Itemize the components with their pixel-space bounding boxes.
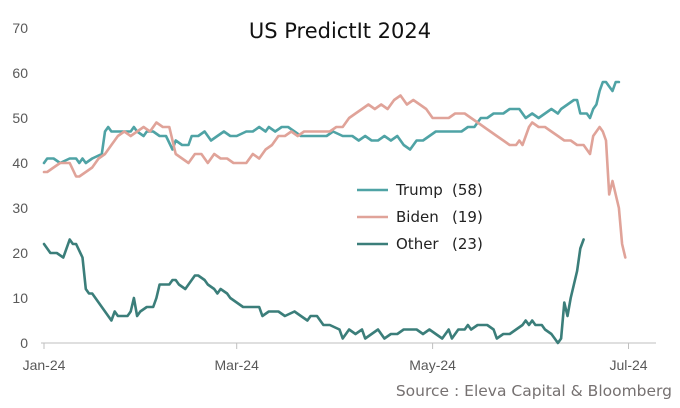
x-tick-label: May-24 <box>409 357 456 373</box>
y-axis: 0 10 20 30 40 50 60 70 <box>12 20 28 351</box>
y-tick-label: 40 <box>12 155 28 171</box>
source-note: Source : Eleva Capital & Bloomberg <box>396 382 672 400</box>
x-axis: Jan-24 Mar-24 May-24 Jul-24 <box>23 357 648 373</box>
series-line-other <box>42 238 585 345</box>
series-line-biden <box>42 94 627 259</box>
legend-value-other: (23) <box>452 235 483 253</box>
x-tick-label: Jan-24 <box>23 357 66 373</box>
x-tick-label: Mar-24 <box>215 357 260 373</box>
legend-label-other: Other <box>396 235 439 253</box>
chart-title: US PredictIt 2024 <box>249 19 431 43</box>
y-tick-label: 0 <box>20 335 28 351</box>
y-tick-label: 70 <box>12 20 28 36</box>
series-lines <box>42 80 627 345</box>
y-tick-label: 20 <box>12 245 28 261</box>
x-tick-label: Jul-24 <box>609 357 647 373</box>
series-line-trump <box>42 80 621 165</box>
legend: Trump (58) Biden (19) Other (23) <box>357 181 483 253</box>
y-tick-label: 30 <box>12 200 28 216</box>
legend-label-trump: Trump <box>395 181 443 199</box>
x-tick-marks <box>43 343 630 349</box>
y-tick-label: 60 <box>12 65 28 81</box>
legend-value-trump: (58) <box>452 181 483 199</box>
legend-value-biden: (19) <box>452 208 483 226</box>
legend-label-biden: Biden <box>396 208 439 226</box>
y-tick-label: 50 <box>12 110 28 126</box>
y-tick-label: 10 <box>12 290 28 306</box>
